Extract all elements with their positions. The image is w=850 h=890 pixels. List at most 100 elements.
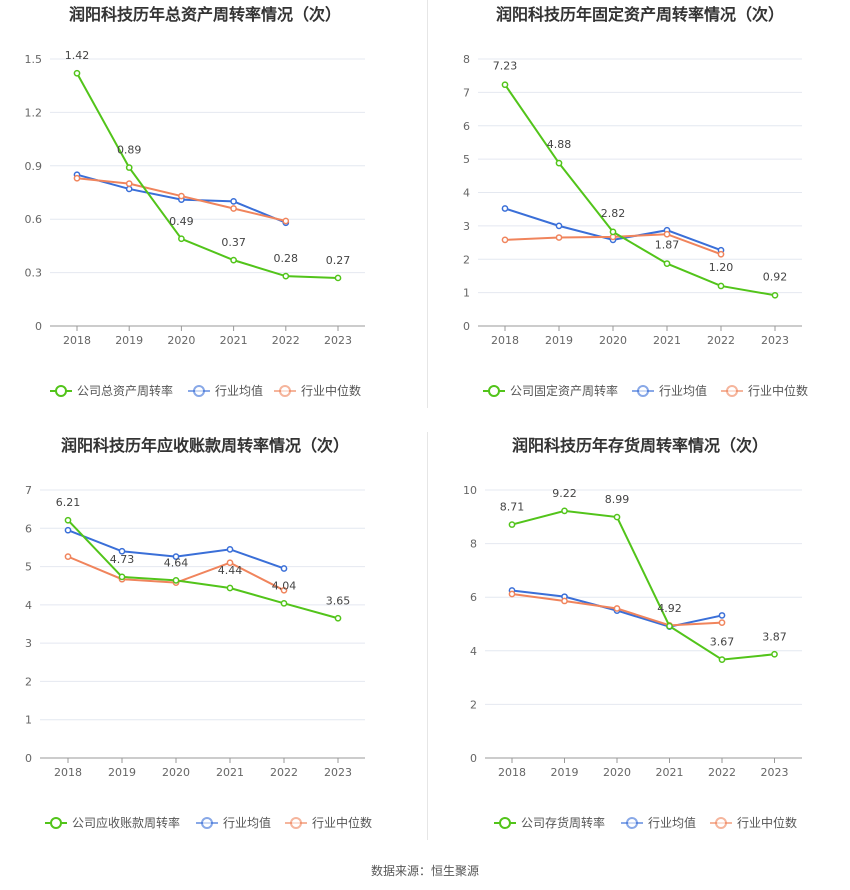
data-point bbox=[771, 650, 778, 658]
legend-item-avg: 行业均值 bbox=[196, 815, 271, 830]
data-point bbox=[663, 230, 671, 238]
y-tick-label: 3 bbox=[463, 220, 470, 233]
data-point bbox=[666, 622, 673, 630]
y-tick-label: 1.2 bbox=[25, 106, 43, 119]
legend-item-company: 公司总资产周转率 bbox=[50, 383, 173, 398]
y-tick-label: 3 bbox=[25, 637, 32, 650]
y-tick-label: 0 bbox=[25, 752, 32, 765]
legend: 公司总资产周转率 行业均值 行业中位数 bbox=[50, 383, 361, 398]
data-label: 3.87 bbox=[762, 630, 787, 643]
legend-label: 行业均值 bbox=[223, 815, 271, 830]
series-median bbox=[508, 590, 726, 629]
data-label: 3.65 bbox=[326, 594, 351, 607]
y-tick-label: 2 bbox=[25, 675, 32, 688]
legend-item-company: 公司存货周转率 bbox=[494, 815, 605, 830]
data-label: 1.42 bbox=[65, 49, 90, 62]
data-point bbox=[555, 159, 563, 167]
data-point bbox=[64, 526, 72, 534]
legend-label: 公司应收账款周转率 bbox=[72, 815, 180, 830]
y-tick-label: 7 bbox=[463, 86, 470, 99]
x-tick-label: 2019 bbox=[551, 766, 579, 779]
y-tick-label: 4 bbox=[25, 599, 32, 612]
vertical-divider-bottom bbox=[427, 432, 428, 840]
data-point bbox=[609, 228, 617, 236]
series-avg bbox=[64, 526, 288, 572]
y-tick-label: 0.6 bbox=[25, 213, 43, 226]
series-median bbox=[73, 174, 290, 225]
legend-swatch-marker bbox=[726, 385, 738, 397]
x-tick-label: 2020 bbox=[167, 334, 195, 347]
series-company: 1.42 0.89 0.49 0.37 0.28 0.27 bbox=[65, 49, 350, 282]
y-tick-label: 1.5 bbox=[25, 53, 43, 66]
chart-title: 润阳科技历年存货周转率情况（次） bbox=[512, 436, 768, 455]
data-point bbox=[508, 590, 516, 598]
data-point bbox=[280, 586, 288, 594]
legend-swatch-marker bbox=[626, 817, 638, 829]
data-point bbox=[280, 565, 288, 572]
data-point bbox=[717, 282, 725, 290]
x-tick-label: 2022 bbox=[272, 334, 300, 347]
x-tick-label: 2023 bbox=[324, 766, 352, 779]
data-point bbox=[501, 205, 509, 212]
chart-2: 润阳科技历年固定资产周转率情况（次） 0 1 2 3 4 5 6 7 8 2018 2019 2020 2… bbox=[463, 5, 808, 398]
y-tick-label: 0 bbox=[463, 320, 470, 333]
data-label: 4.64 bbox=[164, 556, 189, 569]
data-point bbox=[334, 614, 342, 622]
x-tick-label: 2020 bbox=[599, 334, 627, 347]
data-point bbox=[771, 291, 779, 299]
chart-title: 润阳科技历年应收账款周转率情况（次） bbox=[61, 436, 349, 455]
chart-4: 润阳科技历年存货周转率情况（次） 0 2 4 6 8 10 2018 2019 2020 2021 2… bbox=[463, 436, 802, 830]
y-tick-label: 8 bbox=[470, 538, 477, 551]
data-point bbox=[334, 274, 342, 282]
data-point bbox=[280, 599, 288, 607]
legend-item-company: 公司应收账款周转率 bbox=[45, 815, 180, 830]
data-point bbox=[555, 222, 563, 230]
series-company: 6.21 4.73 4.64 4.44 4.04 3.65 bbox=[56, 496, 351, 622]
series-line-company bbox=[504, 84, 776, 297]
series-avg bbox=[73, 171, 290, 227]
data-point bbox=[226, 559, 234, 567]
data-point bbox=[613, 605, 621, 612]
data-label: 0.37 bbox=[221, 236, 246, 249]
y-tick-label: 10 bbox=[463, 484, 477, 497]
x-tick-label: 2018 bbox=[498, 766, 526, 779]
x-tick-label: 2018 bbox=[54, 766, 82, 779]
y-tick-label: 2 bbox=[463, 253, 470, 266]
legend-label: 公司存货周转率 bbox=[521, 815, 605, 830]
legend-item-avg: 行业均值 bbox=[632, 383, 707, 398]
x-tick-label: 2023 bbox=[761, 766, 789, 779]
data-point bbox=[501, 81, 509, 89]
series-line-company bbox=[67, 519, 339, 620]
data-label: 9.22 bbox=[552, 487, 577, 500]
data-point bbox=[230, 198, 237, 205]
legend-swatch-marker bbox=[290, 817, 302, 829]
data-point bbox=[125, 180, 133, 187]
data-label: 8.71 bbox=[500, 501, 525, 514]
data-point bbox=[282, 217, 290, 225]
legend-item-avg: 行业均值 bbox=[188, 383, 263, 398]
legend-item-company: 公司固定资产周转率 bbox=[483, 383, 618, 398]
data-label: 6.21 bbox=[56, 496, 81, 509]
x-tick-label: 2021 bbox=[656, 766, 684, 779]
y-tick-label: 6 bbox=[25, 522, 32, 535]
data-point bbox=[717, 250, 725, 258]
x-tick-label: 2022 bbox=[270, 766, 298, 779]
data-point bbox=[125, 164, 133, 171]
legend-label: 行业中位数 bbox=[748, 383, 808, 398]
legend-swatch-marker bbox=[499, 817, 511, 829]
data-point bbox=[118, 573, 126, 581]
y-tick-label: 0 bbox=[35, 320, 42, 333]
series-line-company bbox=[511, 509, 775, 661]
data-point bbox=[561, 597, 568, 605]
x-tick-label: 2019 bbox=[545, 334, 573, 347]
legend-swatch-marker bbox=[715, 817, 727, 829]
data-label: 0.28 bbox=[274, 252, 299, 265]
series-company: 7.23 4.88 2.82 1.87 1.20 0.92 bbox=[493, 60, 787, 299]
data-point bbox=[64, 553, 72, 560]
chart-title: 润阳科技历年总资产周转率情况（次） bbox=[69, 5, 341, 24]
legend-swatch-marker bbox=[193, 385, 205, 397]
data-label: 4.88 bbox=[547, 138, 572, 151]
legend-swatch-marker bbox=[279, 385, 291, 397]
legend-label: 公司总资产周转率 bbox=[77, 383, 173, 398]
